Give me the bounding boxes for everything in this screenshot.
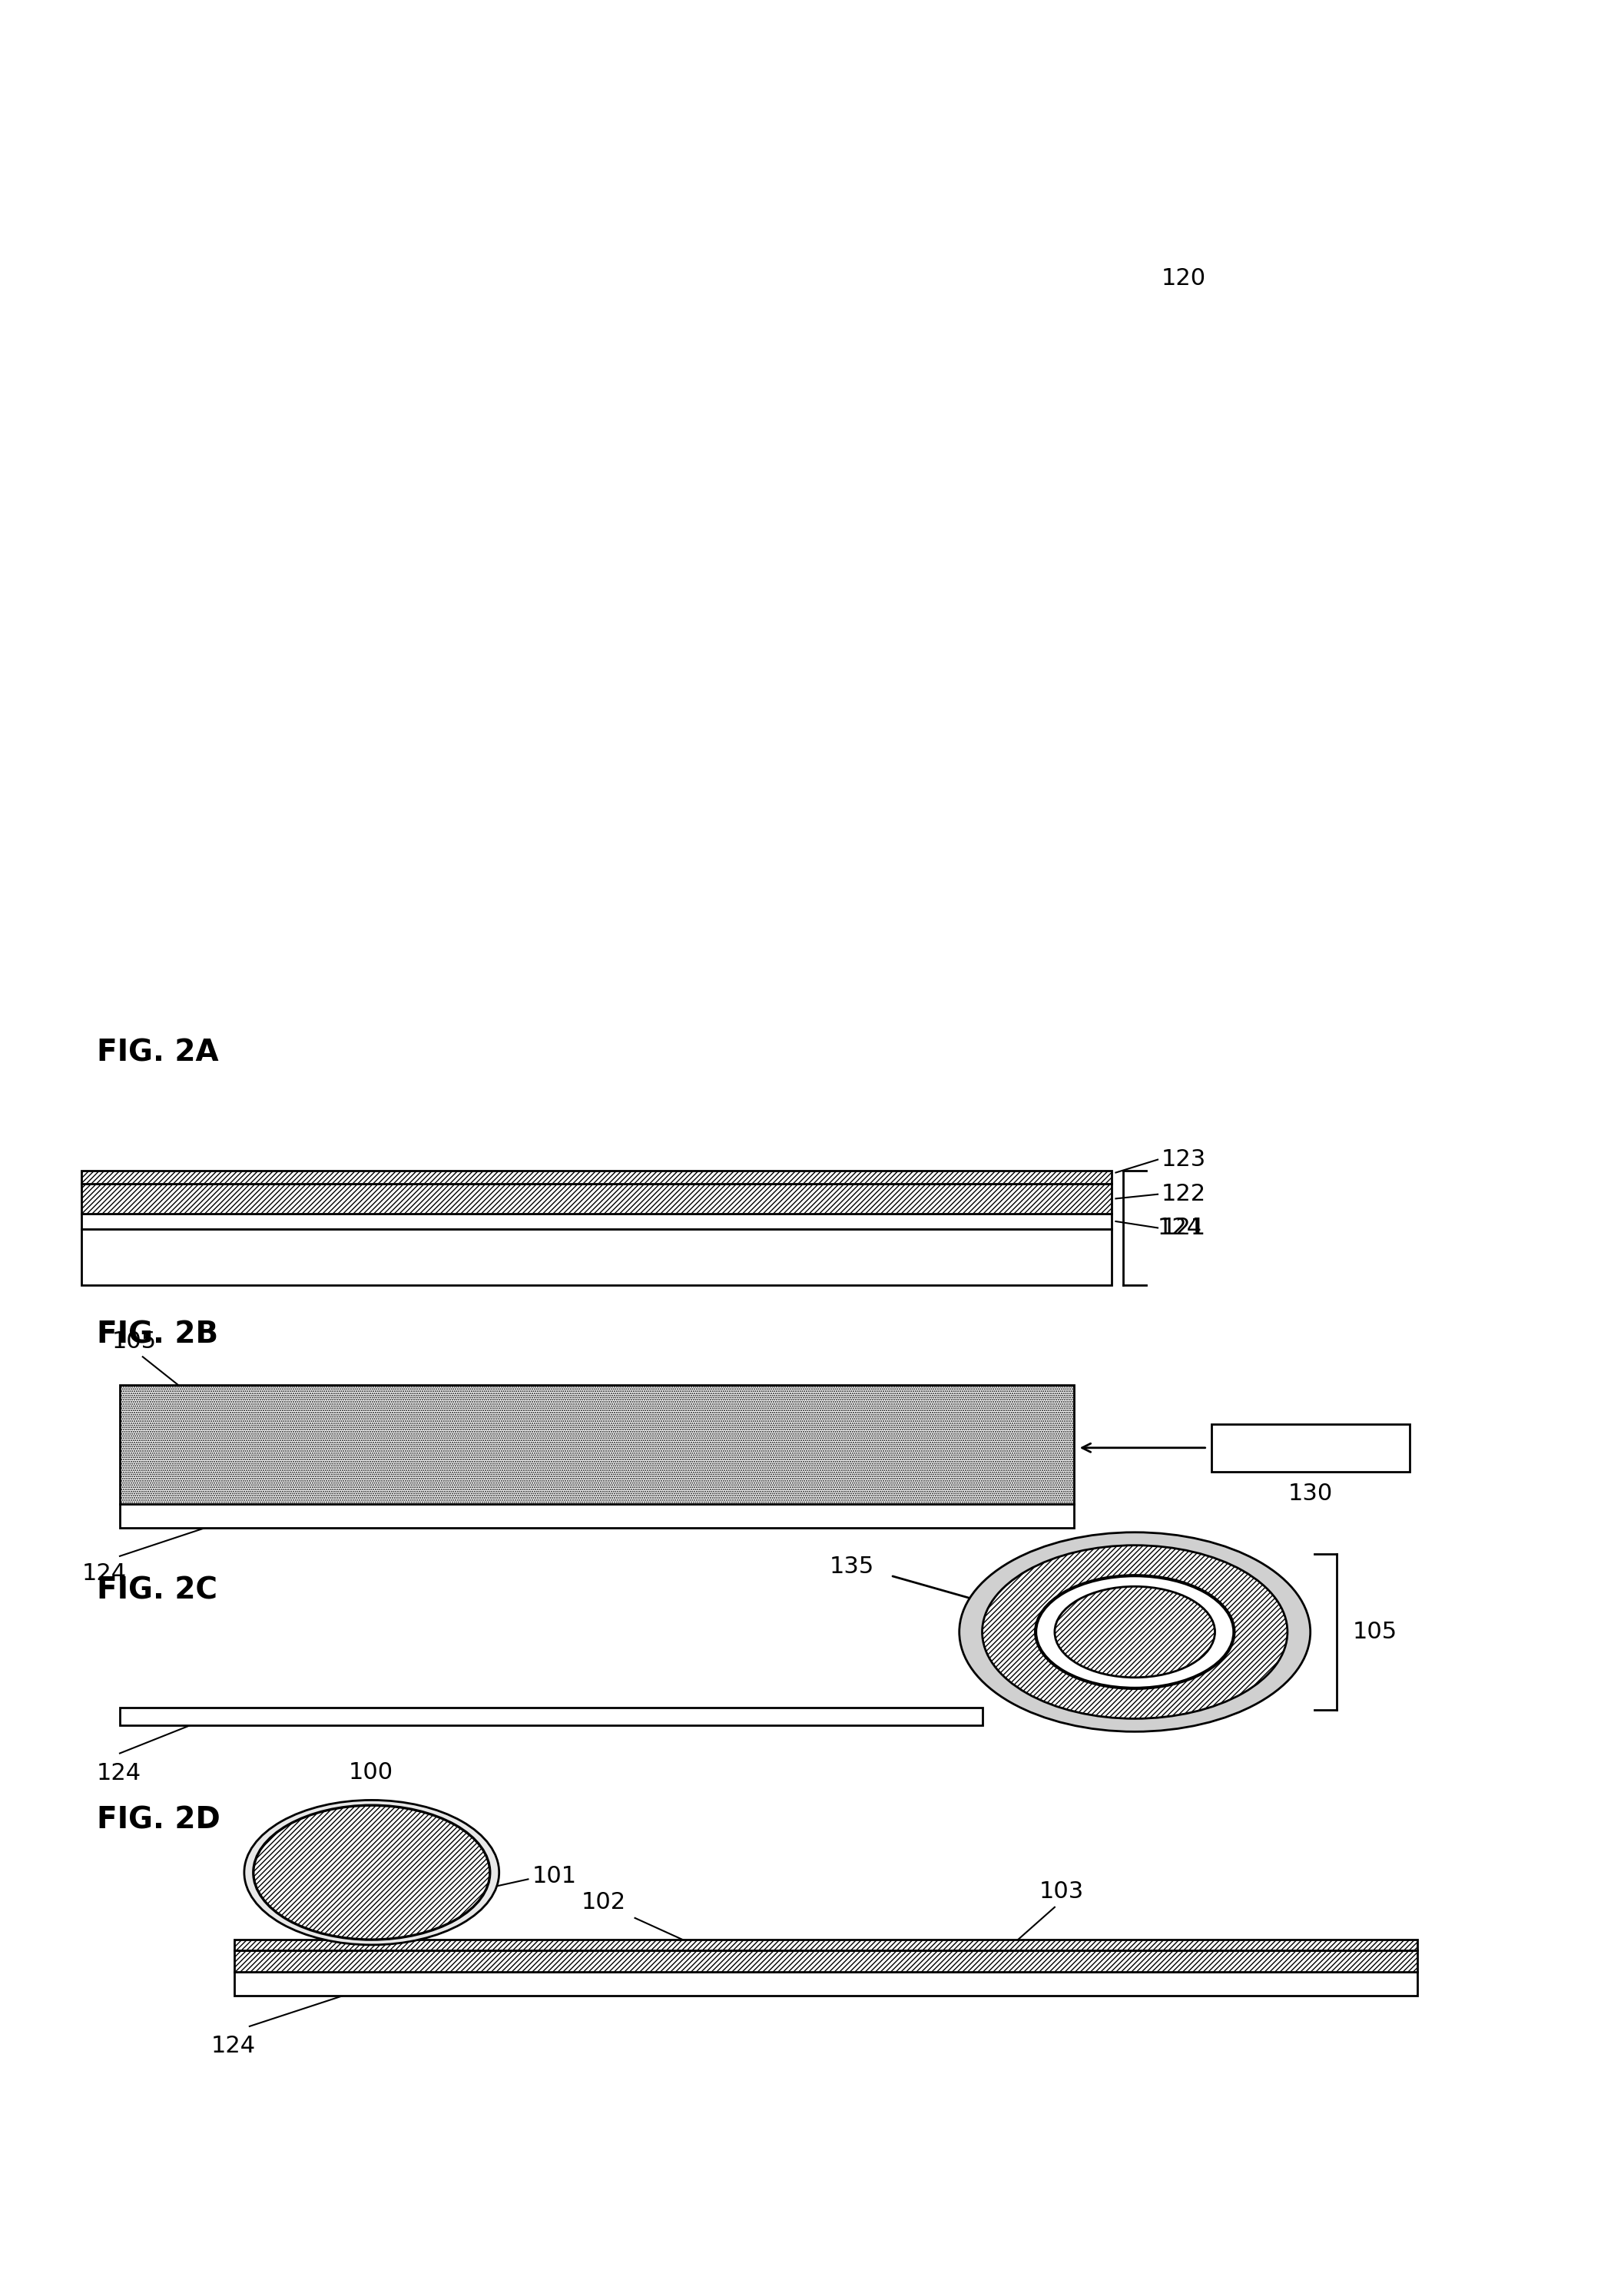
Text: 135: 135 — [830, 1557, 874, 1577]
Text: 124: 124 — [1158, 1217, 1202, 1240]
Bar — [120, 1708, 983, 1724]
Text: 124: 124 — [211, 2034, 257, 2057]
Text: FIG. 2A: FIG. 2A — [97, 1038, 219, 1068]
Text: 123: 123 — [1161, 1148, 1207, 1171]
Bar — [120, 1384, 1073, 1504]
Bar — [81, 1228, 1112, 1286]
Bar — [120, 1504, 1073, 1527]
Text: 100: 100 — [349, 1761, 393, 1784]
Text: 130: 130 — [1288, 1483, 1333, 1504]
Circle shape — [983, 1545, 1288, 1720]
Bar — [234, 1940, 1418, 1952]
Text: 124: 124 — [97, 1761, 141, 1784]
Circle shape — [960, 1531, 1311, 1731]
Bar — [81, 1215, 1112, 1228]
Text: FIG. 2C: FIG. 2C — [97, 1575, 218, 1605]
Circle shape — [253, 1805, 490, 1940]
Text: 102: 102 — [581, 1892, 627, 1913]
Bar — [234, 1972, 1418, 1995]
Circle shape — [1054, 1587, 1215, 1678]
Text: 103: 103 — [1039, 1880, 1085, 1903]
Bar — [234, 1952, 1418, 1972]
Text: FIG. 2B: FIG. 2B — [97, 1320, 218, 1350]
Text: 120: 120 — [1161, 266, 1207, 289]
Text: 105: 105 — [1353, 1621, 1397, 1644]
Text: 105: 105 — [112, 1329, 158, 1352]
Bar — [81, 1182, 1112, 1215]
Text: 101: 101 — [533, 1864, 577, 1887]
Bar — [1212, 1424, 1410, 1472]
Text: 124: 124 — [81, 1564, 127, 1584]
Bar — [81, 1171, 1112, 1182]
Text: 122: 122 — [1161, 1182, 1207, 1205]
Text: 121: 121 — [1161, 1217, 1207, 1240]
Circle shape — [244, 1800, 499, 1945]
Text: FIG. 2D: FIG. 2D — [97, 1805, 221, 1835]
Circle shape — [1036, 1575, 1234, 1688]
